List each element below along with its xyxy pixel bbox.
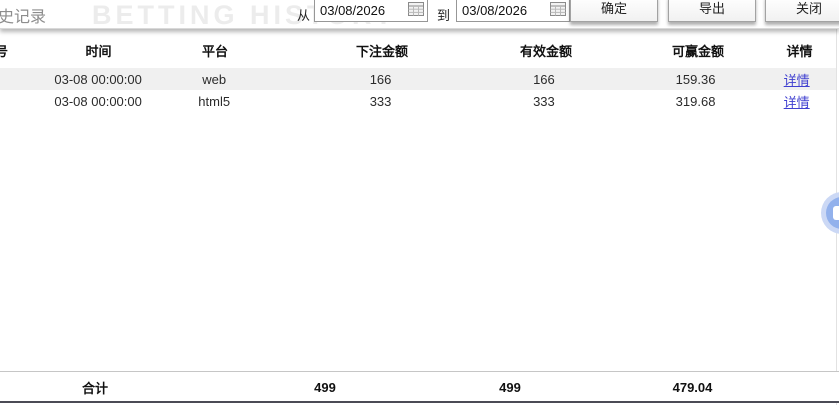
- header-winnable-amount: 可赢金额: [671, 43, 724, 59]
- details-link[interactable]: 详情: [783, 94, 810, 110]
- totals-bet-amount: 499: [314, 379, 336, 395]
- date-from-input[interactable]: [315, 2, 407, 18]
- date-from-calendar-button[interactable]: [407, 0, 427, 21]
- chat-bubble-icon: [833, 206, 839, 220]
- export-button[interactable]: 导出: [668, 0, 756, 22]
- date-from-field[interactable]: [314, 0, 428, 22]
- confirm-button[interactable]: 确定: [570, 0, 658, 22]
- close-button[interactable]: 关闭: [765, 0, 839, 22]
- bottom-divider: [0, 401, 839, 403]
- date-from-label: 从: [297, 8, 311, 23]
- header-valid-amount: 有效金额: [519, 43, 572, 59]
- cell-winnable-amount: 159.36: [675, 71, 716, 87]
- header-details: 详情: [786, 43, 813, 59]
- totals-winnable-amount: 479.04: [672, 379, 713, 395]
- date-to-label: 到: [437, 8, 451, 23]
- cell-bet-amount: 166: [369, 71, 392, 87]
- cell-platform: html5: [198, 93, 231, 109]
- header-time: 时间: [85, 43, 112, 59]
- cell-valid-amount: 333: [533, 93, 555, 109]
- calendar-icon: [549, 1, 566, 19]
- header-order-no: 号: [0, 43, 9, 59]
- cell-time: 03-08 00:00:00: [54, 93, 142, 109]
- cell-details: 详情: [757, 70, 836, 89]
- floating-service-button[interactable]: [821, 192, 839, 234]
- table-row: 03-08 00:00:00 html5 333 333 319.68 详情: [0, 90, 836, 112]
- cell-winnable-amount: 319.68: [675, 93, 716, 109]
- header-platform: 平台: [201, 43, 228, 59]
- table-row: 03-08 00:00:00 web 166 166 159.36 详情: [0, 68, 836, 90]
- totals-valid-amount: 499: [499, 379, 521, 395]
- calendar-icon: [407, 1, 424, 19]
- cell-time: 03-08 00:00:00: [54, 71, 142, 87]
- customer-service-icon: [826, 197, 839, 229]
- date-to-calendar-button[interactable]: [549, 0, 569, 21]
- cell-valid-amount: 166: [533, 71, 555, 87]
- header-bet-amount: 下注金额: [355, 43, 408, 59]
- cell-bet-amount: 333: [369, 93, 392, 109]
- totals-label: 合计: [81, 380, 108, 396]
- cell-details: 详情: [757, 92, 836, 111]
- top-bar: BETTING HISTORY 史记录 从 到: [0, 0, 839, 30]
- details-link[interactable]: 详情: [783, 72, 810, 88]
- totals-row: 合计 499 499 479.04: [0, 371, 839, 402]
- page-title: 史记录: [0, 9, 47, 26]
- date-to-field[interactable]: [456, 0, 570, 22]
- table-header-row: 号 时间 平台 下注金额 有效金额 可赢金额 详情: [0, 33, 839, 67]
- date-to-input[interactable]: [457, 2, 549, 18]
- cell-platform: web: [202, 71, 227, 87]
